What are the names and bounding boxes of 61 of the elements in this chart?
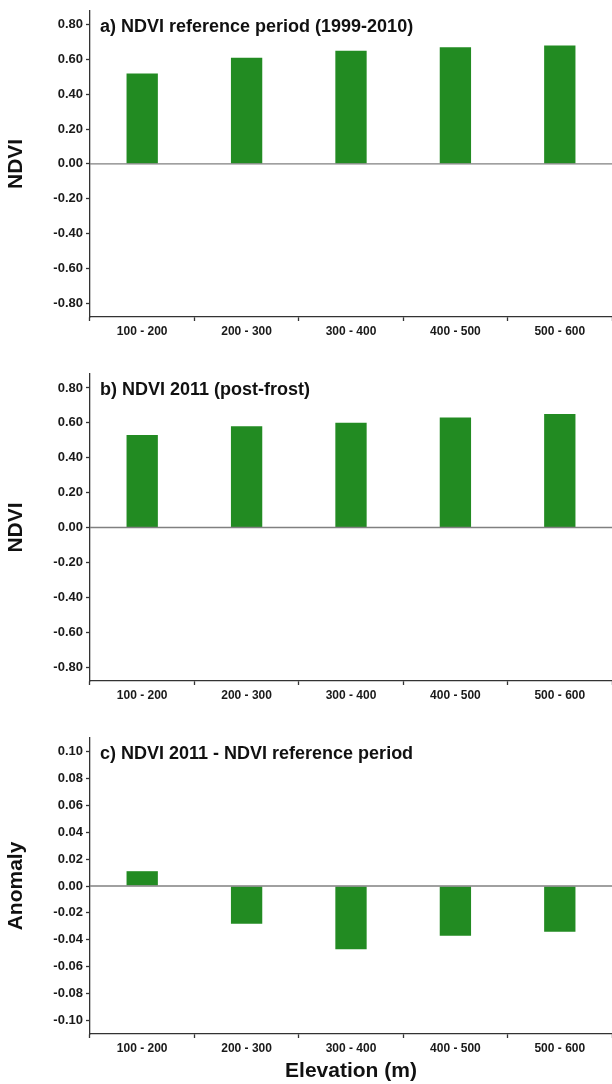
y-tick-label: 0.04 xyxy=(57,823,84,839)
x-tick-label: 100 - 200 xyxy=(116,687,168,702)
y-tick-label: -0.08 xyxy=(53,985,83,1001)
y-axis-title: NDVI xyxy=(3,502,27,553)
x-tick-label: 300 - 400 xyxy=(325,323,377,338)
y-tick-label: 0.20 xyxy=(57,120,83,136)
chart-title: b) NDVI 2011 (post-frost) xyxy=(100,378,311,399)
y-tick-label: 0.10 xyxy=(57,743,83,759)
y-tick-label: -0.80 xyxy=(53,658,83,674)
y-tick-label: 0.80 xyxy=(57,379,83,395)
y-tick-label: 0.20 xyxy=(57,484,83,500)
x-tick-label: 300 - 400 xyxy=(325,687,377,702)
y-tick-label: 0.40 xyxy=(57,449,83,465)
y-tick-label: 0.00 xyxy=(57,877,83,893)
x-tick-label: 500 - 600 xyxy=(534,1040,586,1055)
y-tick-label: -0.10 xyxy=(53,1012,83,1028)
y-tick-label: 0.60 xyxy=(57,414,83,430)
y-tick-label: -0.20 xyxy=(53,190,83,206)
x-tick-label: 500 - 600 xyxy=(534,323,586,338)
chart-title: a) NDVI reference period (1999-2010) xyxy=(100,15,414,36)
bar xyxy=(335,50,367,164)
y-tick-label: -0.02 xyxy=(53,904,83,920)
y-tick-label: 0.00 xyxy=(57,155,83,171)
y-tick-label: -0.60 xyxy=(53,259,83,275)
y-tick-label: 0.08 xyxy=(57,769,83,785)
y-tick-label: -0.60 xyxy=(53,623,83,639)
x-tick-label: 500 - 600 xyxy=(534,687,586,702)
x-tick-label: 200 - 300 xyxy=(221,1040,273,1055)
bar xyxy=(439,417,472,527)
x-tick-label: 400 - 500 xyxy=(430,687,482,702)
x-axis-title: Elevation (m) xyxy=(285,1058,417,1082)
x-tick-label: 200 - 300 xyxy=(221,323,273,338)
x-tick-label: 200 - 300 xyxy=(221,687,273,702)
y-tick-label: 0.80 xyxy=(57,16,83,32)
y-tick-label: 0.60 xyxy=(57,51,83,67)
y-tick-label: 0.00 xyxy=(57,519,83,535)
bar xyxy=(439,47,472,164)
y-tick-label: -0.20 xyxy=(53,553,83,569)
y-axis-title: NDVI xyxy=(3,138,27,189)
y-tick-label: -0.40 xyxy=(53,588,83,604)
bar xyxy=(544,414,576,527)
chart-title: c) NDVI 2011 - NDVI reference period xyxy=(100,742,414,763)
bar xyxy=(335,422,367,527)
y-tick-label: -0.40 xyxy=(53,225,83,241)
bar xyxy=(126,435,158,527)
y-tick-label: -0.80 xyxy=(53,294,83,310)
bar xyxy=(230,57,263,164)
x-tick-label: 300 - 400 xyxy=(325,1040,377,1055)
x-tick-label: 100 - 200 xyxy=(116,323,168,338)
y-tick-label: 0.40 xyxy=(57,85,83,101)
y-axis-title: Anomaly xyxy=(3,841,27,931)
bar xyxy=(544,45,576,164)
bar xyxy=(126,73,158,164)
y-tick-label: -0.06 xyxy=(53,958,83,974)
y-tick-label: 0.02 xyxy=(57,850,83,866)
x-tick-label: 400 - 500 xyxy=(430,1040,482,1055)
y-tick-label: 0.06 xyxy=(57,796,83,812)
x-tick-label: 100 - 200 xyxy=(116,1040,168,1055)
x-tick-label: 400 - 500 xyxy=(430,323,482,338)
bar xyxy=(230,426,263,527)
y-tick-label: -0.04 xyxy=(53,931,84,947)
